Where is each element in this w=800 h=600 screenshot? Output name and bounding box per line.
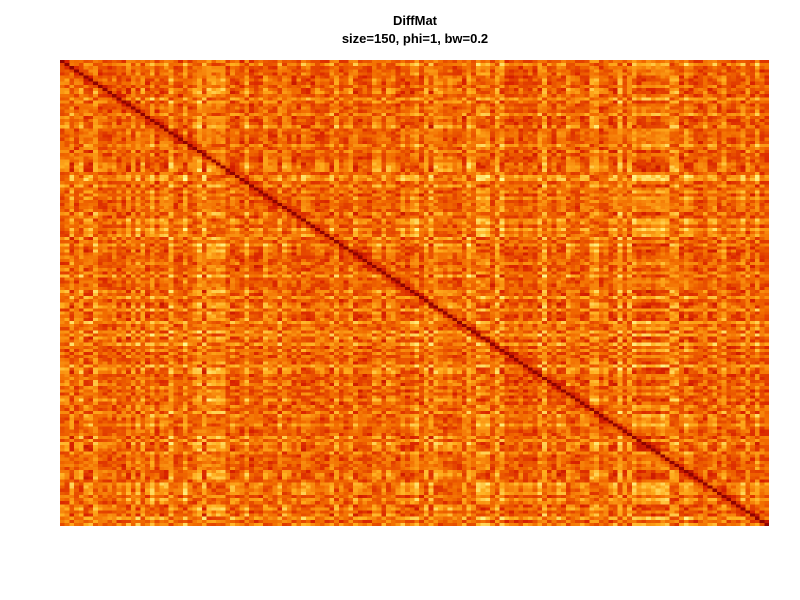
chart-title: DiffMat xyxy=(392,13,438,28)
heatmap-canvas xyxy=(60,60,769,526)
chart-subtitle: size=150, phi=1, bw=0.2 xyxy=(341,31,489,46)
